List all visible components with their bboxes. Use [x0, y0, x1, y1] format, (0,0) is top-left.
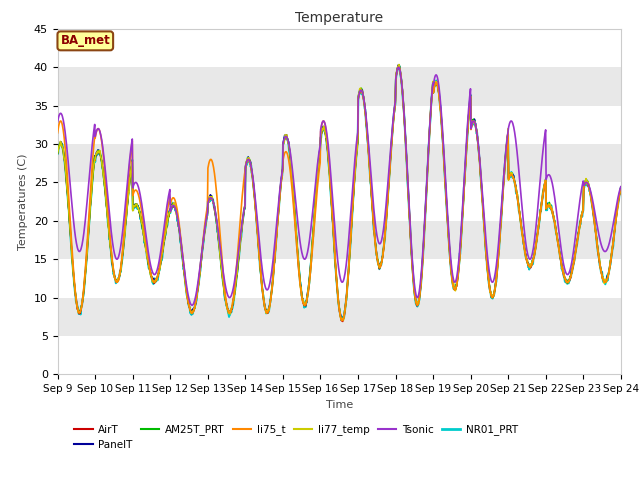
Bar — [58, 67, 621, 106]
Bar — [58, 106, 621, 144]
Bar — [58, 221, 621, 259]
Y-axis label: Temperatures (C): Temperatures (C) — [18, 153, 28, 250]
Text: BA_met: BA_met — [60, 35, 110, 48]
X-axis label: Time: Time — [326, 400, 353, 409]
Bar — [58, 336, 621, 374]
Bar — [58, 29, 621, 67]
Bar — [58, 298, 621, 336]
Title: Temperature: Temperature — [295, 11, 383, 25]
Legend: AirT, PanelT, AM25T_PRT, li75_t, li77_temp, Tsonic, NR01_PRT: AirT, PanelT, AM25T_PRT, li75_t, li77_te… — [74, 424, 518, 450]
Bar — [58, 182, 621, 221]
Bar — [58, 144, 621, 182]
Bar — [58, 259, 621, 298]
